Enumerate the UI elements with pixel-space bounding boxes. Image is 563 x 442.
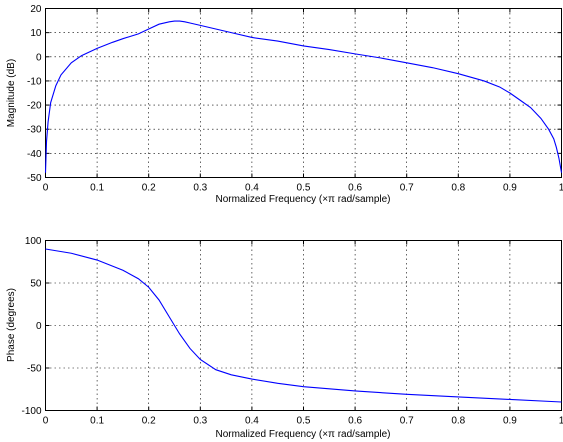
magnitude-xtick-labels: 0 0.1 0.2 0.3 0.4 0.5 0.6 0.7 0.8 0.9 1 bbox=[43, 183, 563, 194]
magnitude-ytick-label: 20 bbox=[30, 4, 42, 15]
magnitude-x-axis-label: Normalized Frequency (×π rad/sample) bbox=[215, 194, 390, 205]
magnitude-ytick-label: -40 bbox=[27, 149, 42, 160]
magnitude-xtick-label: 0.1 bbox=[90, 183, 104, 194]
magnitude-ytick-label: -20 bbox=[27, 101, 42, 112]
phase-ticks bbox=[45, 240, 562, 411]
magnitude-ticks bbox=[45, 8, 562, 178]
phase-xtick-label: 1 bbox=[559, 416, 563, 427]
phase-xtick-label: 0.9 bbox=[503, 416, 517, 427]
phase-gridlines bbox=[45, 240, 562, 411]
phase-xtick-label: 0.2 bbox=[142, 416, 156, 427]
magnitude-plot-frame bbox=[45, 8, 562, 178]
phase-ytick-label: -100 bbox=[21, 406, 41, 417]
phase-xtick-label: 0.7 bbox=[400, 416, 414, 427]
phase-xtick-label: 0.4 bbox=[245, 416, 259, 427]
phase-ytick-label: 100 bbox=[25, 236, 42, 247]
magnitude-ytick-label: 10 bbox=[30, 28, 42, 39]
magnitude-ytick-label: -50 bbox=[27, 173, 42, 184]
magnitude-ytick-labels: 20 10 0 -10 -20 -30 -40 -50 bbox=[27, 4, 42, 184]
phase-xtick-labels: 0 0.1 0.2 0.3 0.4 0.5 0.6 0.7 0.8 0.9 1 bbox=[43, 416, 563, 427]
magnitude-ytick-label: -30 bbox=[27, 125, 42, 136]
magnitude-xtick-label: 0.5 bbox=[297, 183, 311, 194]
magnitude-xtick-label: 0.9 bbox=[503, 183, 517, 194]
phase-xtick-label: 0 bbox=[43, 416, 49, 427]
magnitude-ytick-label: 0 bbox=[36, 52, 42, 63]
magnitude-xtick-label: 0.2 bbox=[142, 183, 156, 194]
phase-ytick-labels: 100 50 0 -50 -100 bbox=[21, 236, 41, 417]
phase-ytick-label: 0 bbox=[36, 321, 42, 332]
phase-plot: 0 0.1 0.2 0.3 0.4 0.5 0.6 0.7 0.8 0.9 1 100 50 0 -50 -… bbox=[6, 236, 563, 440]
phase-ytick-label: -50 bbox=[27, 364, 42, 375]
magnitude-xtick-label: 1 bbox=[559, 183, 563, 194]
magnitude-plot: 0 0.1 0.2 0.3 0.4 0.5 0.6 0.7 0.8 0.9 1 20 10 0 -10 -2… bbox=[6, 4, 563, 205]
magnitude-xtick-label: 0 bbox=[43, 183, 49, 194]
phase-ytick-label: 50 bbox=[30, 279, 42, 290]
magnitude-y-axis-label: Magnitude (dB) bbox=[6, 59, 17, 127]
magnitude-xtick-label: 0.8 bbox=[451, 183, 465, 194]
phase-x-axis-label: Normalized Frequency (×π rad/sample) bbox=[215, 429, 390, 440]
phase-response-line bbox=[45, 248, 562, 403]
magnitude-xtick-label: 0.4 bbox=[245, 183, 259, 194]
magnitude-xtick-label: 0.7 bbox=[400, 183, 414, 194]
phase-xtick-label: 0.8 bbox=[451, 416, 465, 427]
phase-xtick-label: 0.3 bbox=[193, 416, 207, 427]
phase-y-axis-label: Phase (degrees) bbox=[6, 288, 17, 362]
magnitude-xtick-label: 0.3 bbox=[193, 183, 207, 194]
phase-xtick-label: 0.5 bbox=[297, 416, 311, 427]
magnitude-ytick-label: -10 bbox=[27, 76, 42, 87]
phase-xtick-label: 0.6 bbox=[348, 416, 362, 427]
phase-xtick-label: 0.1 bbox=[90, 416, 104, 427]
magnitude-response-line bbox=[44, 20, 563, 173]
magnitude-gridlines bbox=[45, 8, 562, 178]
magnitude-xtick-label: 0.6 bbox=[348, 183, 362, 194]
